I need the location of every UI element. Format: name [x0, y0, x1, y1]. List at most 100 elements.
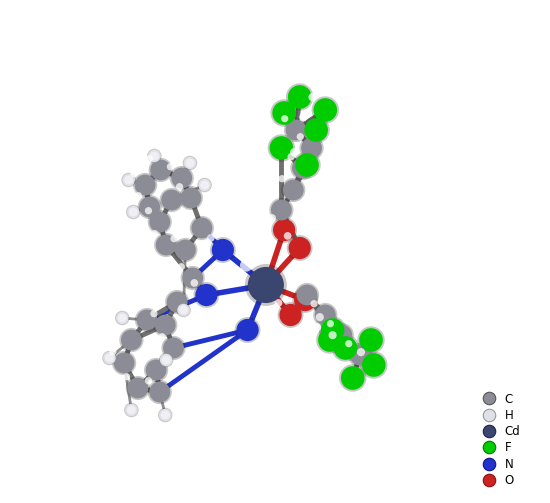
- Point: [337, 331, 346, 339]
- Point: [289, 186, 298, 194]
- Point: [169, 344, 178, 352]
- Point: [348, 374, 357, 382]
- Point: [145, 203, 154, 211]
- Point: [292, 126, 300, 134]
- Point: [105, 354, 114, 362]
- Point: [105, 354, 114, 362]
- Point: [150, 152, 159, 160]
- Point: [179, 306, 188, 314]
- Point: [197, 224, 206, 232]
- Point: [354, 323, 362, 331]
- Point: [190, 279, 199, 287]
- Point: [105, 354, 114, 362]
- Point: [155, 218, 164, 226]
- Point: [134, 192, 143, 200]
- Point: [344, 340, 353, 348]
- Point: [175, 183, 184, 191]
- Point: [197, 224, 206, 232]
- Point: [145, 154, 154, 162]
- Point: [127, 336, 136, 344]
- Point: [156, 166, 165, 174]
- Point: [200, 181, 209, 189]
- Point: [188, 274, 197, 282]
- Point: [152, 366, 161, 374]
- Point: [310, 300, 318, 308]
- Point: [166, 162, 175, 171]
- Point: [177, 263, 186, 271]
- Point: [151, 230, 160, 238]
- Point: [295, 244, 304, 252]
- Point: [328, 331, 337, 339]
- Point: [181, 246, 190, 254]
- Point: [231, 314, 240, 322]
- Point: [202, 291, 211, 299]
- Point: [144, 377, 153, 385]
- Point: [177, 174, 186, 182]
- Point: [118, 314, 127, 322]
- Point: [302, 161, 311, 169]
- Point: [155, 388, 164, 396]
- Point: [134, 384, 142, 392]
- Point: [169, 235, 178, 243]
- Point: [341, 344, 350, 352]
- Point: [129, 170, 138, 178]
- Point: [356, 351, 365, 359]
- Point: [302, 291, 311, 299]
- Point: [261, 281, 270, 289]
- Point: [242, 262, 251, 270]
- Point: [370, 361, 378, 369]
- Point: [129, 208, 138, 216]
- Point: [173, 298, 182, 306]
- Point: [289, 284, 298, 292]
- Point: [118, 314, 127, 322]
- Point: [301, 296, 310, 304]
- Point: [280, 226, 289, 234]
- Point: [186, 213, 195, 221]
- Point: [162, 241, 170, 249]
- Point: [326, 336, 334, 344]
- Point: [124, 176, 133, 184]
- Point: [296, 133, 305, 141]
- Point: [127, 406, 136, 414]
- Point: [356, 348, 365, 356]
- Point: [307, 144, 316, 152]
- Point: [200, 181, 209, 189]
- Point: [150, 152, 159, 160]
- Point: [162, 241, 170, 249]
- Point: [286, 311, 295, 319]
- Point: [283, 232, 292, 240]
- Point: [277, 206, 286, 214]
- Point: [188, 274, 197, 282]
- Point: [278, 175, 287, 183]
- Point: [286, 311, 295, 319]
- Point: [131, 305, 140, 313]
- Point: [152, 366, 161, 374]
- Point: [356, 351, 365, 359]
- Point: [155, 218, 164, 226]
- Point: [243, 326, 252, 334]
- Point: [280, 226, 289, 234]
- Point: [289, 186, 298, 194]
- Point: [290, 148, 299, 156]
- Point: [315, 313, 324, 321]
- Point: [321, 311, 329, 319]
- Point: [295, 244, 304, 252]
- Point: [134, 384, 142, 392]
- Legend: C, H, Cd, F, N, O: C, H, Cd, F, N, O: [478, 392, 521, 487]
- Point: [292, 280, 300, 288]
- Point: [367, 336, 376, 344]
- Point: [243, 326, 252, 334]
- Point: [145, 203, 154, 211]
- Point: [266, 195, 274, 203]
- Point: [141, 181, 150, 189]
- Point: [124, 176, 133, 184]
- Point: [169, 344, 178, 352]
- Point: [181, 246, 190, 254]
- Point: [277, 206, 286, 214]
- Point: [142, 316, 151, 324]
- Point: [156, 185, 165, 193]
- Point: [162, 356, 170, 364]
- Point: [150, 310, 158, 318]
- Point: [283, 80, 292, 88]
- Point: [206, 234, 215, 242]
